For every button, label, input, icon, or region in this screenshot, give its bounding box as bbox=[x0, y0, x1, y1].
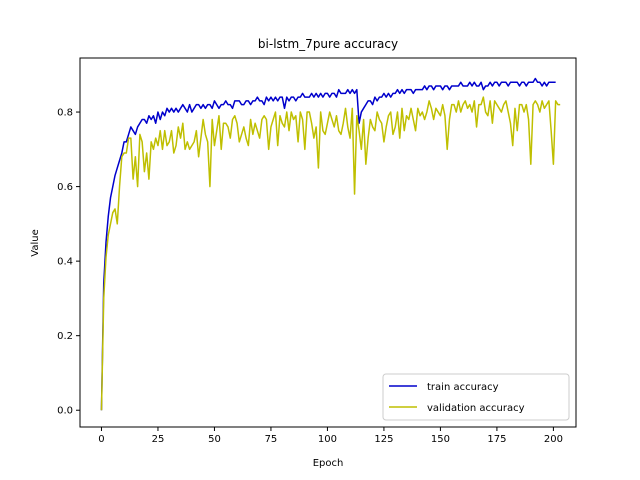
legend-box bbox=[382, 373, 570, 421]
x-tick-label: 200 bbox=[544, 434, 563, 445]
x-tick-label: 150 bbox=[431, 434, 450, 445]
legend: train accuracy validation accuracy bbox=[382, 373, 570, 421]
x-tick-label: 100 bbox=[318, 434, 337, 445]
x-tick-label: 50 bbox=[208, 434, 221, 445]
x-axis-ticks: 0 25 50 75 100 125 150 175 200 bbox=[98, 427, 563, 445]
y-tick-label: 0.0 bbox=[57, 406, 73, 417]
y-axis-ticks: 0.0 0.2 0.4 0.6 0.8 bbox=[57, 108, 80, 417]
y-tick-label: 0.4 bbox=[57, 257, 73, 268]
x-tick-label: 0 bbox=[98, 434, 104, 445]
x-axis-label: Epoch bbox=[313, 458, 344, 469]
legend-label-validation: validation accuracy bbox=[427, 403, 525, 414]
x-tick-label: 125 bbox=[374, 434, 393, 445]
plot-area-frame bbox=[79, 57, 577, 428]
plot-lines bbox=[100, 77, 561, 411]
chart-title: bi-lstm_7pure accuracy bbox=[258, 37, 398, 51]
x-tick-label: 75 bbox=[265, 434, 278, 445]
y-tick-label: 0.8 bbox=[57, 108, 73, 119]
y-tick-label: 0.6 bbox=[57, 182, 73, 193]
x-tick-label: 25 bbox=[152, 434, 165, 445]
y-tick-label: 0.2 bbox=[57, 331, 73, 342]
x-tick-label: 175 bbox=[487, 434, 506, 445]
series-line-train bbox=[100, 77, 556, 411]
y-axis-label: Value bbox=[30, 229, 41, 256]
series-line-validation bbox=[100, 96, 561, 411]
legend-label-train: train accuracy bbox=[427, 382, 499, 393]
